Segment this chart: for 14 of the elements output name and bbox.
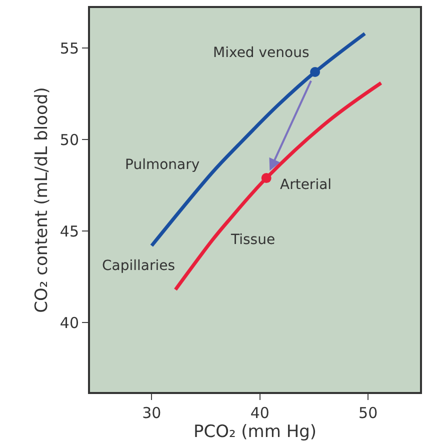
y-tick-label: 45	[60, 222, 79, 240]
annotation: Mixed venous	[213, 45, 310, 61]
x-axis-title: PCO₂ (mm Hg)	[193, 422, 317, 442]
x-tick-label: 40	[250, 404, 270, 422]
x-tick-label: 30	[142, 404, 162, 422]
annotation: Tissue	[230, 232, 276, 248]
y-axis-title: CO₂ content (mL/dL blood)	[32, 87, 52, 313]
annotation: Pulmonary	[125, 157, 200, 173]
y-tick-label: 55	[60, 39, 79, 58]
y-tick-label: 50	[60, 130, 79, 149]
annotation: Arterial	[280, 177, 332, 193]
x-tick-label: 50	[358, 404, 378, 422]
annotation: Capillaries	[102, 258, 176, 274]
y-tick-label: 40	[60, 314, 79, 332]
